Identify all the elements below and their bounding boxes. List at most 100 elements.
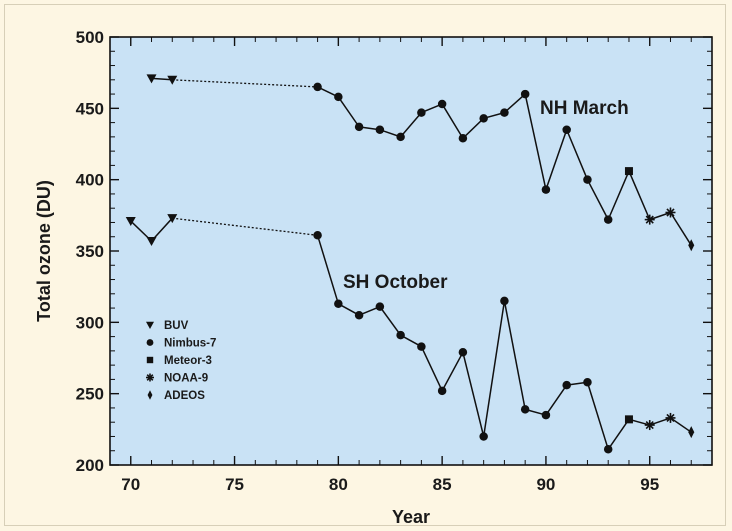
- x-tick-label: 90: [536, 475, 555, 494]
- legend: BUV Nimbus-7 Meteor-3 NOAA-9 ADEOS: [146, 320, 216, 402]
- series-label-sh-october: SH October: [343, 272, 448, 293]
- data-point-adeos: [688, 239, 695, 252]
- data-point-nimbus-7: [479, 114, 488, 123]
- data-point-nimbus-7: [354, 310, 364, 320]
- data-point-nimbus-7: [354, 122, 364, 132]
- data-point-nimbus-7: [375, 302, 385, 311]
- series-layer: [125, 74, 695, 454]
- data-point-nimbus-7: [334, 299, 343, 309]
- series-segment: [545, 384, 568, 416]
- data-point-nimbus-7: [417, 108, 426, 117]
- data-point-adeos: [688, 426, 695, 439]
- star-stroke: [645, 215, 654, 224]
- dotted-gap-segment: [172, 79, 318, 88]
- y-tick-label: 200: [76, 456, 104, 475]
- series-segment: [607, 170, 630, 220]
- x-tick-label: 80: [329, 475, 348, 494]
- series-segment: [316, 235, 340, 305]
- legend-label-adeos: ADEOS: [164, 390, 205, 402]
- axes: 200 250 300 350 400 450 500 70 75 80 85 90 95: [76, 28, 713, 494]
- series-segment: [151, 77, 173, 81]
- data-point-buv: [125, 217, 136, 227]
- series-segment: [669, 212, 692, 246]
- series-segment: [524, 93, 547, 190]
- series-annotations: NH March SH October: [343, 98, 629, 293]
- legend-marker-adeos: [147, 390, 153, 400]
- legend-marker-nimbus-7: [146, 339, 154, 346]
- series-segment: [337, 96, 360, 128]
- plot-area: [109, 36, 713, 466]
- data-point-nimbus-7: [583, 378, 592, 387]
- data-point-nimbus-7: [375, 125, 385, 134]
- data-point-buv: [167, 214, 178, 224]
- y-tick-label: 350: [76, 242, 104, 261]
- series-label-nh-march: NH March: [540, 98, 629, 119]
- series-segment: [586, 382, 609, 450]
- series-segment: [482, 300, 506, 437]
- data-point-nimbus-7: [520, 405, 530, 414]
- dotted-gap-segment: [172, 217, 318, 236]
- legend-label-nimbus-7: Nimbus-7: [164, 338, 216, 350]
- data-point-nimbus-7: [313, 231, 322, 240]
- data-point-noaa-9: [644, 420, 655, 431]
- series-segment: [441, 103, 464, 139]
- data-point-meteor-3: [624, 167, 633, 176]
- data-point-nimbus-7: [334, 92, 343, 102]
- data-point-nimbus-7: [437, 386, 447, 396]
- data-point-nimbus-7: [458, 348, 468, 357]
- series-segment: [462, 352, 485, 437]
- data-point-nimbus-7: [500, 296, 509, 306]
- series-segment: [420, 346, 443, 392]
- legend-marker-buv: [146, 321, 154, 329]
- data-point-nimbus-7: [396, 132, 405, 142]
- y-tick-label: 300: [76, 313, 104, 332]
- legend-label-noaa-9: NOAA-9: [164, 373, 208, 385]
- data-point-buv: [146, 74, 157, 84]
- data-point-nimbus-7: [583, 175, 592, 184]
- x-axis-title: Year: [392, 507, 430, 527]
- data-point-nimbus-7: [520, 89, 530, 99]
- data-point-nimbus-7: [500, 108, 509, 117]
- data-point-nimbus-7: [603, 215, 613, 224]
- data-point-nimbus-7: [541, 185, 551, 194]
- data-point-buv: [146, 237, 157, 247]
- data-point-nimbus-7: [417, 342, 426, 351]
- series-segment: [607, 418, 630, 450]
- star-stroke: [645, 420, 654, 430]
- series-sh-october: [125, 214, 695, 454]
- series-segment: [400, 112, 422, 138]
- data-point-nimbus-7: [562, 380, 571, 390]
- data-point-nimbus-7: [437, 99, 447, 109]
- data-point-nimbus-7: [562, 125, 571, 134]
- series-segment: [649, 211, 671, 221]
- data-point-buv: [167, 75, 178, 85]
- x-tick-label: 85: [433, 475, 452, 494]
- series-segment: [565, 129, 589, 180]
- series-segment: [545, 129, 568, 190]
- series-segment: [628, 170, 651, 220]
- legend-marker-meteor-3: [146, 356, 154, 364]
- series-nh-march: [146, 74, 695, 252]
- y-tick-label: 450: [76, 99, 104, 118]
- x-tick-label: 70: [121, 475, 140, 494]
- data-point-nimbus-7: [603, 445, 613, 454]
- legend-marker-noaa-9: [146, 373, 154, 382]
- star-stroke: [666, 208, 675, 217]
- data-point-meteor-3: [624, 415, 633, 424]
- x-tick-label: 75: [225, 475, 244, 494]
- series-segment: [503, 93, 526, 114]
- legend-label-meteor-3: Meteor-3: [164, 355, 212, 367]
- data-point-noaa-9: [644, 214, 655, 225]
- data-point-nimbus-7: [541, 410, 551, 420]
- y-tick-label: 400: [76, 171, 104, 190]
- series-segment: [503, 300, 526, 410]
- series-segment: [379, 306, 402, 336]
- star-stroke: [666, 413, 675, 423]
- data-point-noaa-9: [665, 207, 676, 218]
- star-stroke: [146, 374, 154, 381]
- y-axis-title: Total ozone (DU): [34, 180, 54, 322]
- series-segment: [441, 351, 464, 392]
- y-tick-label: 250: [76, 385, 104, 404]
